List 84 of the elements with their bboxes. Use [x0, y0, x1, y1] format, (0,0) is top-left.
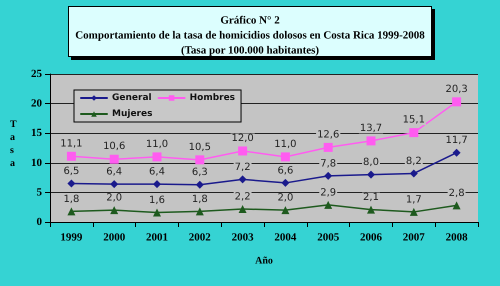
x-tick-label: 2006 [360, 232, 382, 244]
point [281, 178, 290, 187]
data-label: 6,6 [277, 165, 294, 176]
chart-title: Gráfico N° 2 [220, 14, 280, 26]
data-label: 8,0 [363, 157, 379, 168]
data-label: 1,8 [192, 194, 208, 205]
data-label: 2,0 [277, 192, 294, 204]
y-tick-label: 20 [31, 98, 42, 110]
data-label: 1,8 [63, 194, 80, 205]
point [452, 148, 461, 157]
y-tick-label: 5 [36, 186, 42, 198]
x-axis-title: Año [255, 256, 273, 266]
point [110, 180, 118, 188]
data-label: 2,8 [448, 188, 465, 199]
point [110, 154, 119, 164]
data-label: 12,6 [317, 129, 340, 140]
point [153, 180, 161, 188]
data-label: 8,2 [406, 156, 422, 167]
point [195, 155, 204, 164]
data-label: 6,4 [149, 166, 165, 178]
legend-label: Hombres [190, 93, 236, 103]
point [410, 169, 418, 178]
data-label: 6,5 [63, 166, 80, 178]
x-tick-label: 2005 [317, 232, 340, 244]
data-label: 1,6 [149, 195, 165, 206]
x-tick-label: 2000 [103, 232, 126, 244]
point [153, 208, 161, 217]
point [67, 207, 76, 216]
data-label: 1,7 [406, 194, 422, 206]
point [452, 201, 461, 210]
x-tick-label: 2007 [402, 232, 426, 244]
point [281, 206, 290, 214]
y-axis-title: Tasa [10, 119, 17, 169]
point [452, 97, 462, 106]
y-tick-label: 10 [31, 156, 42, 169]
x-tick-label: 2008 [446, 232, 468, 244]
data-label: 2,2 [234, 191, 251, 202]
data-label: 13,7 [360, 122, 382, 134]
x-tick-label: 2004 [274, 232, 297, 244]
y-tick-label: 25 [31, 68, 42, 80]
data-label: 11,0 [274, 138, 297, 150]
point [324, 172, 332, 180]
point [280, 152, 290, 162]
point [366, 136, 376, 146]
point [67, 180, 76, 188]
data-label: 6,3 [192, 167, 208, 178]
point [410, 208, 418, 216]
data-label: 11,1 [60, 138, 83, 150]
point [238, 175, 247, 184]
chart-subtitle: Comportamiento de la tasa de homicidios dolosos en Costa Rica 1999-2008 [75, 30, 426, 42]
point [196, 207, 204, 216]
point [196, 180, 204, 189]
point [152, 152, 162, 162]
point [110, 206, 118, 214]
data-label: 2,9 [320, 187, 336, 198]
point [367, 206, 375, 214]
point [324, 200, 332, 209]
x-tick-label: 2003 [232, 232, 254, 244]
data-label: 10,5 [188, 142, 211, 153]
data-label: 15,1 [402, 114, 425, 126]
point [66, 152, 76, 161]
text: (Tasa por 100.000 habitantes) [180, 44, 320, 56]
point [367, 170, 375, 179]
data-label: 7,8 [320, 158, 336, 170]
x-tick-label: 2002 [188, 232, 212, 244]
point [238, 146, 248, 156]
legend-label: General [112, 93, 152, 103]
data-label: 7,2 [234, 162, 251, 173]
data-label: 2,1 [363, 192, 379, 204]
data-label: 10,6 [103, 141, 126, 152]
point [238, 204, 247, 213]
point [409, 128, 418, 138]
y-tick-label: 15 [31, 127, 42, 140]
point [324, 142, 333, 152]
x-tick-label: 1999 [60, 232, 83, 244]
legend-label: Mujeres [112, 109, 152, 119]
data-label: 12,0 [231, 132, 254, 144]
y-tick-label: 0 [36, 216, 42, 228]
data-label: 20,3 [445, 84, 468, 95]
x-tick-label: 2001 [146, 232, 168, 244]
data-label: 11,7 [445, 135, 468, 146]
data-label: 6,4 [106, 166, 122, 178]
data-label: 2,0 [106, 192, 122, 204]
data-label: 11,0 [146, 138, 168, 150]
